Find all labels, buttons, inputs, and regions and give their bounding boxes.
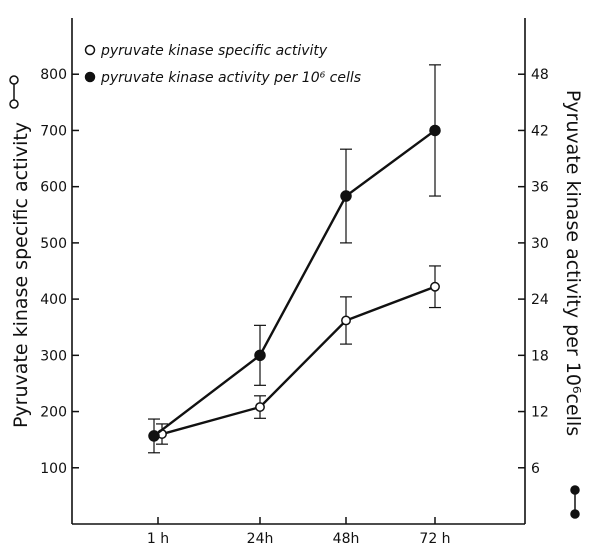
x-tick-label: 72 h [419,531,450,547]
left-tick-label: 200 [40,405,67,421]
filled-circle-icon [570,509,580,519]
right-tick-label: 42 [531,123,549,139]
right-tick-label: 48 [531,67,549,83]
data-point [148,430,160,442]
data-point [430,281,440,292]
x-tick-label: 24h [247,531,274,547]
series-layer [148,64,441,454]
right-tick-label: 30 [531,236,549,252]
series-specific-activity [156,265,441,445]
legend-entry-per-cells: pyruvate kinase activity per 10⁶ cells [100,70,361,86]
left-tick-label: 500 [40,236,67,252]
data-point [255,402,265,413]
series-line [161,285,436,436]
left-axis-title: Pyruvate kinase specific activity [10,122,32,428]
left-axis-symbol [9,75,19,109]
x-tick-label: 1 h [147,531,169,547]
right-axis-symbol [570,485,580,519]
right-tick-label: 12 [531,405,549,421]
data-point [429,124,441,137]
series-line [153,129,436,437]
data-point [340,190,352,202]
left-tick-label: 100 [40,461,67,477]
right-tick-label: 36 [531,180,549,196]
left-tick-label: 600 [40,180,67,196]
filled-circle-icon [570,485,580,495]
left-tick-label: 800 [40,67,67,83]
right-axis-title: Pyruvate kinase activity per 10⁶cells [562,90,584,436]
legend: pyruvate kinase specific activity pyruva… [84,43,361,86]
series-activity-per-cells [148,64,441,454]
left-tick-label: 700 [40,123,67,139]
right-tick-label: 24 [531,292,549,308]
x-tick-label: 48h [333,531,360,547]
data-point [254,349,266,362]
legend-filled-marker-icon [84,71,96,83]
open-circle-icon [9,75,19,85]
left-tick-label: 300 [40,348,67,364]
legend-open-marker-icon [84,44,96,56]
open-circle-icon [9,99,19,109]
right-tick-label: 6 [531,461,540,477]
data-point [341,315,351,326]
ticks-layer: 100 200 300 400 500 600 700 800 6 12 18 24 30 36 42 48 1… [40,67,549,547]
right-tick-label: 18 [531,348,549,364]
legend-entry-specific-activity: pyruvate kinase specific activity [100,43,328,59]
left-tick-label: 400 [40,292,67,308]
